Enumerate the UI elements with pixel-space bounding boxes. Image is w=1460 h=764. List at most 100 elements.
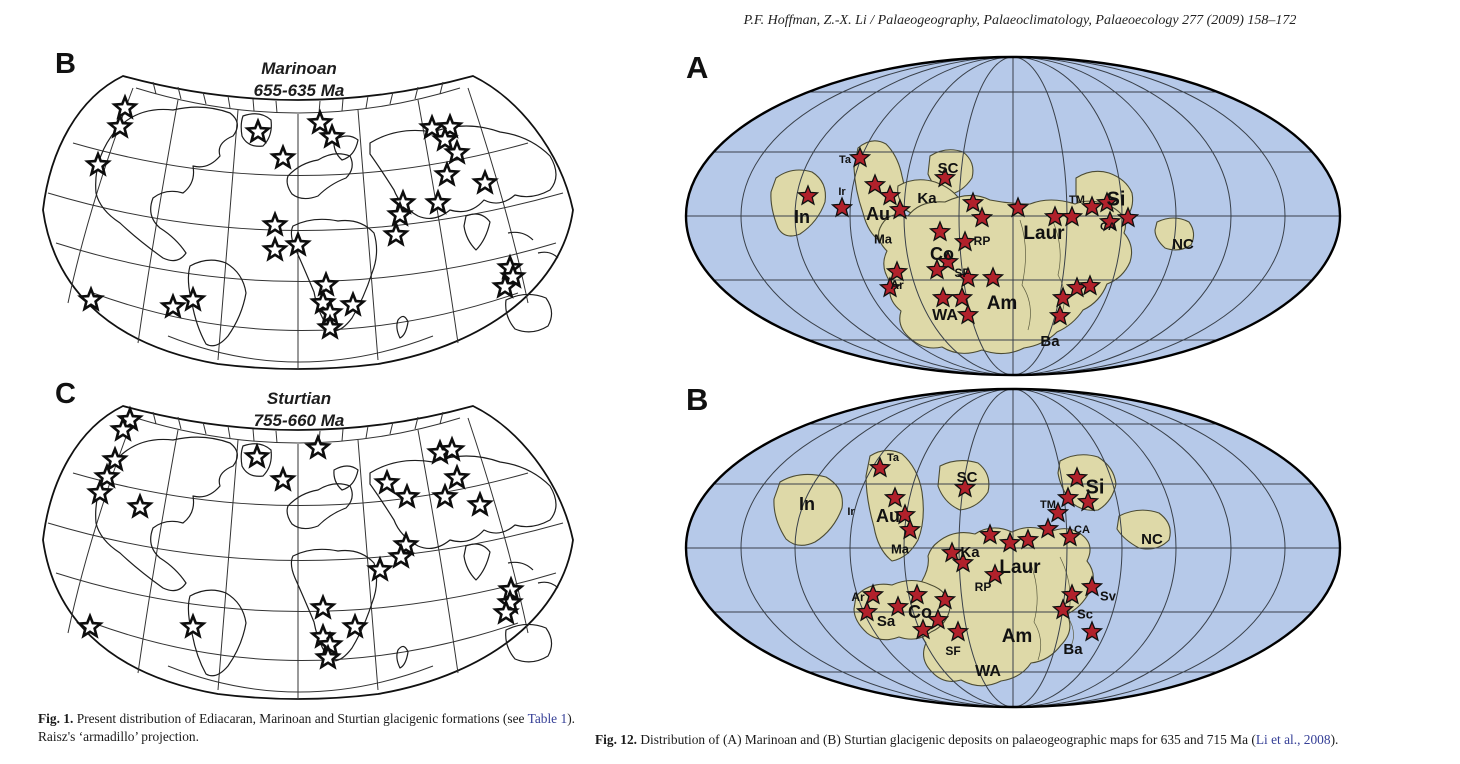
glacigenic-deposit-star bbox=[953, 230, 977, 252]
glacigenic-deposit-star bbox=[956, 303, 980, 325]
fig1-panel-b-map bbox=[42, 75, 574, 371]
glacigenic-deposit-star bbox=[1058, 525, 1082, 547]
glacigenic-deposit-star bbox=[878, 184, 902, 206]
craton-label-ta: Ta bbox=[887, 452, 900, 464]
fig1-panel-c-title-era: Sturtian bbox=[266, 389, 332, 408]
glacigenic-deposit-star bbox=[978, 523, 1002, 545]
glacigenic-deposit-star bbox=[1060, 583, 1084, 605]
glacigenic-formation-star bbox=[309, 593, 337, 620]
fig12-panel-a-letter: A bbox=[686, 50, 709, 85]
glacigenic-deposit-star bbox=[1056, 486, 1080, 508]
glacigenic-formation-star bbox=[389, 188, 417, 215]
glacigenic-formation-star bbox=[431, 482, 459, 509]
craton-label-ba: Ba bbox=[1063, 641, 1083, 658]
glacigenic-deposit-star bbox=[926, 608, 950, 630]
glacigenic-formation-star bbox=[382, 220, 410, 247]
glacigenic-deposit-star bbox=[1065, 466, 1089, 488]
craton-label-ca: CA bbox=[1074, 524, 1090, 536]
fig12-panel-b-letter: B bbox=[686, 382, 709, 417]
craton-label-si: Si bbox=[1107, 188, 1126, 210]
glacigenic-formation-star bbox=[436, 112, 464, 139]
glacigenic-formation-star bbox=[93, 462, 121, 489]
glacigenic-formation-star bbox=[341, 612, 369, 639]
craton-label-sv: Sv bbox=[1100, 588, 1117, 603]
fig12-caption-text: Distribution of (A) Marinoan and (B) Stu… bbox=[637, 732, 1256, 747]
glacigenic-deposit-star bbox=[946, 620, 970, 642]
glacigenic-formation-star bbox=[106, 112, 134, 139]
glacigenic-deposit-star bbox=[1116, 206, 1140, 228]
glacigenic-deposit-star bbox=[1051, 598, 1075, 620]
glacigenic-deposit-star bbox=[925, 258, 949, 280]
glacigenic-deposit-star bbox=[1060, 205, 1084, 227]
craton-label-ma: Ma bbox=[891, 541, 910, 556]
glacigenic-deposit-star bbox=[1006, 196, 1030, 218]
glacigenic-formation-star bbox=[431, 125, 459, 152]
glacigenic-formation-star bbox=[318, 122, 346, 149]
craton-label-laur: Laur bbox=[1023, 223, 1065, 244]
fig1-caption-text-after: ). Raisz's ‘armadillo’ projection. bbox=[38, 711, 575, 745]
glacigenic-formation-star bbox=[76, 612, 104, 639]
glacigenic-deposit-star bbox=[883, 486, 907, 508]
glacigenic-deposit-star bbox=[928, 220, 952, 242]
craton-label-ar: Ar bbox=[890, 278, 904, 292]
glacigenic-formation-star bbox=[179, 612, 207, 639]
glacigenic-deposit-star bbox=[953, 476, 977, 498]
fig1-panel-b-stars bbox=[77, 93, 527, 340]
glacigenic-formation-star bbox=[466, 490, 494, 517]
glacigenic-formation-star bbox=[418, 113, 446, 140]
glacigenic-formation-star bbox=[393, 482, 421, 509]
glacigenic-deposit-star bbox=[1016, 528, 1040, 550]
fig1-caption-table-link[interactable]: Table 1 bbox=[527, 711, 568, 726]
glacigenic-formation-star bbox=[471, 168, 499, 195]
glacigenic-deposit-star bbox=[796, 184, 820, 206]
craton-label-am: Am bbox=[987, 293, 1018, 314]
glacigenic-deposit-star bbox=[893, 503, 917, 525]
glacigenic-formation-star bbox=[84, 150, 112, 177]
glacigenic-deposit-star bbox=[863, 173, 887, 195]
glacigenic-deposit-star bbox=[911, 618, 935, 640]
craton-label-am: Am bbox=[1002, 626, 1033, 647]
glacigenic-deposit-star bbox=[940, 541, 964, 563]
craton-label-ir: Ir bbox=[838, 186, 846, 198]
glacigenic-deposit-star bbox=[886, 595, 910, 617]
fig1-caption-label: Fig. 1. bbox=[38, 711, 74, 726]
craton-label-au: Au bbox=[866, 204, 890, 224]
glacigenic-formation-star bbox=[244, 117, 272, 144]
glacigenic-deposit-star bbox=[1048, 304, 1072, 326]
craton-label-tm: TM bbox=[1040, 499, 1056, 511]
glacigenic-formation-star bbox=[316, 313, 344, 340]
glacigenic-formation-star bbox=[159, 292, 187, 319]
craton-label-ba: Ba bbox=[1040, 333, 1060, 350]
glacigenic-deposit-star bbox=[981, 266, 1005, 288]
fig1-panel-c-stars bbox=[76, 405, 525, 670]
craton-label-ca: CA bbox=[1100, 221, 1116, 233]
glacigenic-formation-star bbox=[179, 285, 207, 312]
glacigenic-formation-star bbox=[306, 108, 334, 135]
fig1-caption-text: Present distribution of Ediacaran, Marin… bbox=[73, 711, 528, 726]
glacigenic-deposit-star bbox=[1036, 517, 1060, 539]
glacigenic-formation-star bbox=[109, 415, 137, 442]
fig12-panel-b-map: Ta In Ir Au SC Ma TM Si CA NC Ka Laur RP Sv Sc Ar Sa Co SF… bbox=[630, 382, 1430, 712]
glacigenic-deposit-star bbox=[983, 563, 1007, 585]
glacigenic-formation-star bbox=[366, 555, 394, 582]
craton-label-sc: Sc bbox=[1077, 606, 1093, 621]
craton-label-sf: SF bbox=[945, 644, 960, 658]
fig12-caption-reference-link[interactable]: Li et al., 2008 bbox=[1255, 732, 1331, 747]
glacigenic-formation-star bbox=[424, 188, 452, 215]
craton-label-ka: Ka bbox=[960, 544, 980, 561]
glacigenic-deposit-star bbox=[898, 518, 922, 540]
glacigenic-deposit-star bbox=[951, 551, 975, 573]
fig12-caption-label: Fig. 12. bbox=[595, 732, 638, 747]
glacigenic-deposit-star bbox=[888, 198, 912, 220]
glacigenic-formation-star bbox=[261, 210, 289, 237]
craton-label-ka: Ka bbox=[917, 190, 937, 207]
glacigenic-deposit-star bbox=[970, 206, 994, 228]
fig1-panel-c-title: Sturtian 755-660 Ma bbox=[149, 388, 449, 432]
craton-label-ma: Ma bbox=[874, 231, 893, 246]
glacigenic-formation-star bbox=[77, 285, 105, 312]
glacigenic-formation-star bbox=[243, 442, 271, 469]
glacigenic-formation-star bbox=[111, 93, 139, 120]
fig1-panel-c-title-age: 755-660 Ma bbox=[253, 411, 345, 431]
